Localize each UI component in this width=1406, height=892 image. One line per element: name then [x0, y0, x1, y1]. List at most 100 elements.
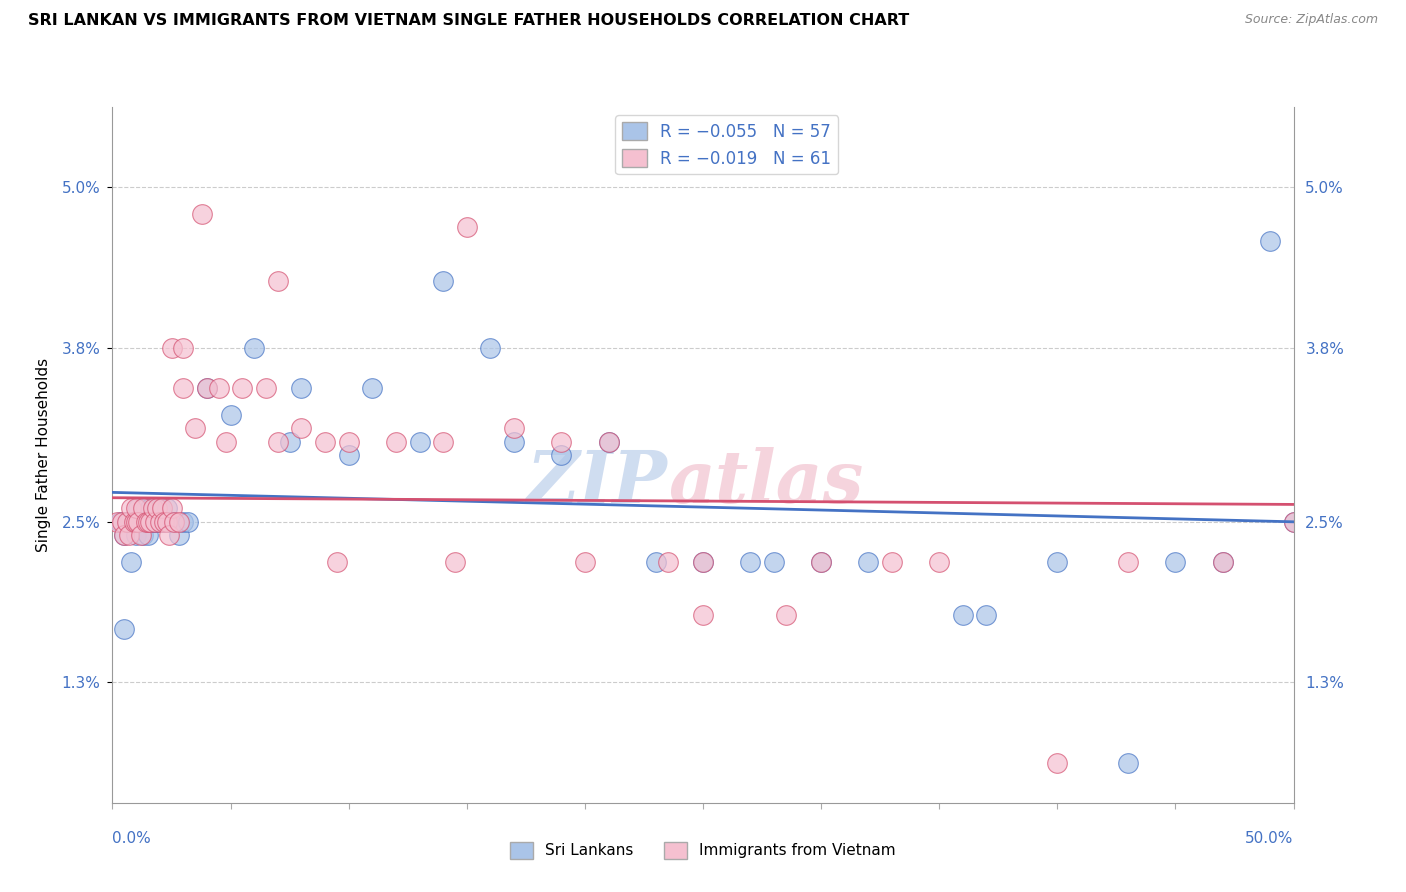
Point: [132, 528, 155, 542]
Point: [432, 274, 454, 288]
Point: [858, 555, 880, 569]
Legend: Sri Lankans, Immigrants from Vietnam: Sri Lankans, Immigrants from Vietnam: [503, 836, 903, 864]
Text: atlas: atlas: [668, 447, 863, 518]
Point: [160, 515, 183, 529]
Point: [172, 515, 194, 529]
Point: [657, 555, 679, 569]
Point: [163, 515, 186, 529]
Point: [456, 220, 478, 235]
Point: [1212, 555, 1234, 569]
Point: [127, 501, 149, 516]
Point: [432, 434, 454, 449]
Point: [172, 381, 194, 395]
Point: [129, 528, 152, 542]
Point: [1116, 555, 1139, 569]
Point: [444, 555, 467, 569]
Point: [143, 515, 166, 529]
Point: [337, 434, 360, 449]
Point: [125, 515, 148, 529]
Text: 0.0%: 0.0%: [112, 830, 152, 846]
Point: [1282, 515, 1305, 529]
Point: [149, 515, 172, 529]
Point: [810, 555, 832, 569]
Point: [111, 515, 134, 529]
Point: [136, 515, 159, 529]
Point: [290, 381, 312, 395]
Point: [139, 501, 162, 516]
Point: [219, 408, 242, 422]
Point: [146, 515, 169, 529]
Point: [267, 274, 290, 288]
Point: [118, 515, 141, 529]
Point: [775, 608, 797, 623]
Point: [157, 515, 180, 529]
Point: [692, 608, 714, 623]
Point: [385, 434, 408, 449]
Point: [928, 555, 950, 569]
Point: [1046, 555, 1069, 569]
Point: [1212, 555, 1234, 569]
Point: [762, 555, 785, 569]
Point: [105, 515, 128, 529]
Point: [598, 434, 620, 449]
Point: [337, 448, 360, 462]
Point: [156, 515, 179, 529]
Point: [112, 622, 135, 636]
Text: 50.0%: 50.0%: [1246, 830, 1294, 846]
Point: [136, 528, 159, 542]
Point: [153, 515, 176, 529]
Point: [692, 555, 714, 569]
Point: [215, 434, 238, 449]
Point: [290, 421, 312, 435]
Point: [598, 434, 620, 449]
Point: [326, 555, 349, 569]
Point: [172, 341, 194, 355]
Point: [278, 434, 301, 449]
Point: [1164, 555, 1187, 569]
Point: [160, 501, 183, 516]
Point: [150, 501, 173, 516]
Y-axis label: Single Father Households: Single Father Households: [35, 358, 51, 552]
Point: [108, 515, 131, 529]
Point: [254, 381, 277, 395]
Point: [156, 501, 179, 516]
Point: [120, 555, 142, 569]
Point: [314, 434, 336, 449]
Point: [136, 515, 159, 529]
Point: [195, 381, 218, 395]
Point: [122, 515, 145, 529]
Point: [153, 515, 176, 529]
Point: [112, 528, 135, 542]
Point: [231, 381, 253, 395]
Point: [142, 515, 165, 529]
Point: [132, 501, 155, 516]
Point: [550, 448, 572, 462]
Point: [157, 528, 180, 542]
Point: [149, 501, 172, 516]
Point: [143, 515, 166, 529]
Point: [952, 608, 974, 623]
Point: [267, 434, 290, 449]
Point: [167, 528, 190, 542]
Point: [135, 515, 157, 529]
Point: [112, 528, 135, 542]
Point: [692, 555, 714, 569]
Point: [118, 528, 141, 542]
Point: [120, 501, 142, 516]
Point: [208, 381, 231, 395]
Point: [122, 515, 145, 529]
Point: [1116, 756, 1139, 770]
Point: [167, 515, 190, 529]
Point: [243, 341, 266, 355]
Point: [142, 501, 165, 516]
Point: [132, 515, 155, 529]
Point: [1282, 515, 1305, 529]
Point: [129, 515, 152, 529]
Point: [503, 421, 526, 435]
Text: Source: ZipAtlas.com: Source: ZipAtlas.com: [1244, 13, 1378, 27]
Point: [139, 515, 162, 529]
Point: [644, 555, 666, 569]
Point: [361, 381, 384, 395]
Point: [150, 515, 173, 529]
Point: [1258, 234, 1281, 248]
